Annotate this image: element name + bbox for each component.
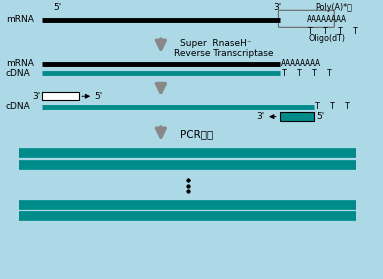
FancyBboxPatch shape (278, 10, 334, 27)
Text: PCR扩增: PCR扩增 (180, 129, 213, 139)
Text: Reverse Transcriptase: Reverse Transcriptase (174, 49, 274, 57)
Text: 5': 5' (53, 3, 62, 12)
Bar (280, 112, 314, 121)
Text: mRNA: mRNA (6, 59, 34, 68)
Text: Super  RnaseH⁻: Super RnaseH⁻ (180, 39, 252, 48)
Text: 3': 3' (273, 3, 282, 12)
Text: 3': 3' (256, 112, 264, 121)
Text: Oligo(dT): Oligo(dT) (309, 34, 346, 43)
Text: 5': 5' (95, 92, 103, 101)
Text: cDNA: cDNA (6, 102, 31, 111)
Text: cDNA: cDNA (6, 69, 31, 78)
Text: 3': 3' (32, 92, 40, 101)
Text: 5': 5' (316, 112, 324, 121)
Text: mRNA: mRNA (6, 15, 34, 24)
Text: T  T  T  T: T T T T (308, 27, 358, 36)
Bar (42, 92, 79, 100)
Text: T  T  T  T: T T T T (282, 69, 332, 78)
Text: AAAAAAAA: AAAAAAAA (280, 59, 320, 68)
Text: Poly(A)*尾: Poly(A)*尾 (315, 3, 352, 12)
Text: T  T  T: T T T (315, 102, 350, 111)
Text: AAAAAAAA: AAAAAAAA (306, 15, 346, 24)
